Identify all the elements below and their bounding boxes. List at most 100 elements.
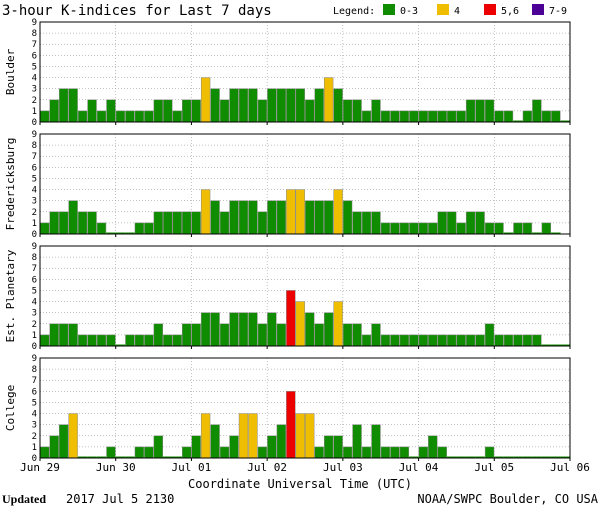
legend-4-label: 4 [454,6,460,17]
kp-bar [191,323,201,347]
kp-bar [418,446,428,459]
kp-bar [465,334,476,347]
kp-bar [342,446,353,459]
station-label: Boulder [4,48,17,95]
y-tick-label: 5 [32,398,37,408]
kp-bar [295,88,305,123]
kp-bar [257,446,268,459]
x-tick-labels: Jun 29 Jun 30 Jul 01 Jul 02 Jul 03 Jul 04 Jul … [20,461,590,474]
kp-bar [475,334,485,347]
kp-bar [418,222,428,235]
kp-bar [475,456,485,458]
kp-bar [484,222,495,235]
y-tick-label: 5 [32,62,37,72]
kp-bar [522,456,533,458]
kp-bar [276,424,287,459]
kp-bar [191,435,201,459]
kp-bar [172,456,182,458]
kp-bar [163,211,173,235]
kp-bar [494,110,504,123]
y-tick-label: 8 [32,29,37,39]
kp-bar [484,323,495,347]
kp-bar [551,232,561,234]
kp-bar [257,323,268,347]
kp-bar [390,110,400,123]
kp-bar [437,110,447,123]
y-tick-label: 1 [32,331,37,341]
kp-bar [541,456,552,458]
kp-bar [437,211,447,235]
kp-bar [380,222,391,235]
panel-frame [39,21,571,123]
kp-bar [144,334,154,347]
kp-bar [267,312,277,347]
kp-bar [134,334,145,347]
kp-bar [503,232,514,234]
x-tick-label: Jul 05 [474,461,514,474]
kp-bar [399,222,410,235]
kp-bar [210,312,220,347]
x-tick-label: Jul 04 [399,461,439,474]
kp-bar [484,446,495,459]
kp-bar [409,222,419,235]
kp-bar [494,456,504,458]
legend-0-3-swatch [383,4,395,15]
kp-bar [77,211,88,235]
kp-bar [115,344,126,346]
kp-bar [134,222,145,235]
kp-bar [465,99,476,123]
y-tick-label: 9 [32,18,37,28]
kp-bar [49,211,59,235]
kp-bar [87,99,97,123]
kp-bar [125,334,135,347]
kp-bar [447,211,457,235]
y-tick-label: 2 [32,320,37,330]
kp-bar [371,424,381,459]
y-tick-label: 7 [32,40,37,50]
legend-5-6-swatch [484,4,496,15]
kp-bar [503,110,514,123]
kp-bar [522,334,533,347]
y-tick-label: 1 [32,107,37,117]
y-tick-label: 0 [32,454,37,464]
kp-bar [361,211,372,235]
kp-bar [503,334,514,347]
kp-bar [314,88,324,123]
kp-bar [522,222,533,235]
kp-bar [210,200,220,235]
y-tick-label: 8 [32,253,37,263]
station-label: Fredericksburg [4,138,17,231]
kp-bar [248,413,258,459]
kp-bar [276,88,287,123]
y-tick-label: 4 [32,410,37,420]
kp-bar [371,99,381,123]
kp-bar [513,222,523,235]
kp-bar [371,211,381,235]
kp-bar [58,88,69,123]
kp-bar [182,99,192,123]
kp-bar [475,99,485,123]
kp-bar [390,334,400,347]
kp-bar [276,200,287,235]
y-tick-label: 7 [32,152,37,162]
kp-bar [361,110,372,123]
kp-bar [560,120,570,122]
kp-bar [267,200,277,235]
kp-bar [560,344,570,346]
kp-bar [456,334,466,347]
kp-bar [210,88,220,123]
kp-bar [522,110,533,123]
legend: Legend: 0-3 4 5,6 7-9 [333,4,567,17]
chart-title: 3-hour K-indices for Last 7 days [2,3,272,19]
kp-bar [163,456,173,458]
kp-bar [58,424,69,459]
y-tick-label: 7 [32,376,37,386]
kp-bar [305,99,315,123]
y-tick-label: 9 [32,242,37,252]
y-tick-label: 4 [32,74,37,84]
kp-bar [153,323,163,347]
y-tick-label: 9 [32,354,37,364]
kp-bar [361,334,372,347]
